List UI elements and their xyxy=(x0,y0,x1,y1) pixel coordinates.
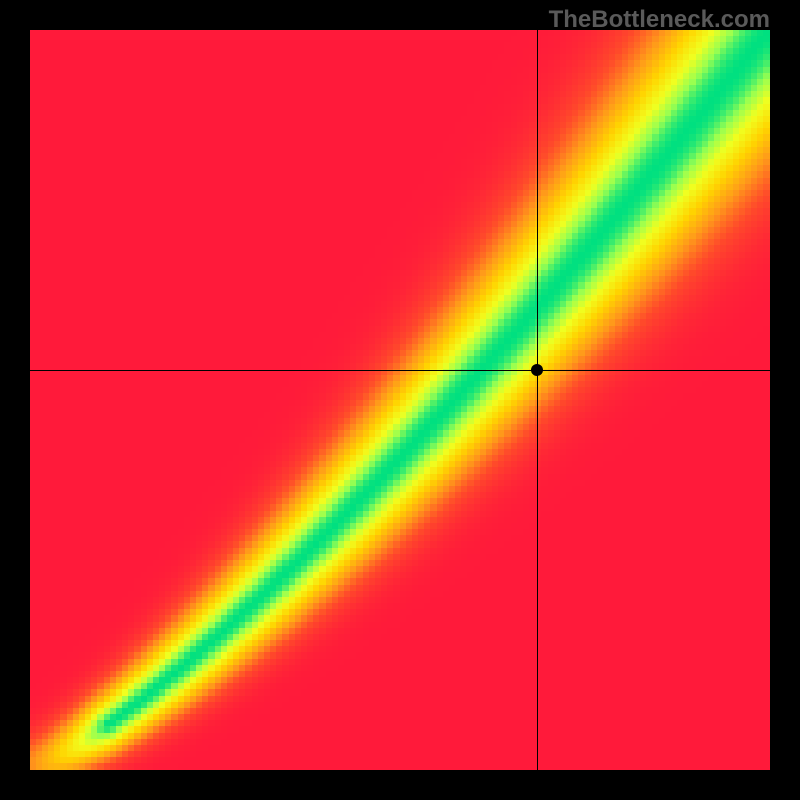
heatmap-canvas xyxy=(30,30,770,770)
chart-container: TheBottleneck.com xyxy=(0,0,800,800)
crosshair-vertical xyxy=(537,30,538,770)
crosshair-horizontal xyxy=(30,370,770,371)
watermark-text: TheBottleneck.com xyxy=(549,6,770,34)
plot-area xyxy=(30,30,770,770)
